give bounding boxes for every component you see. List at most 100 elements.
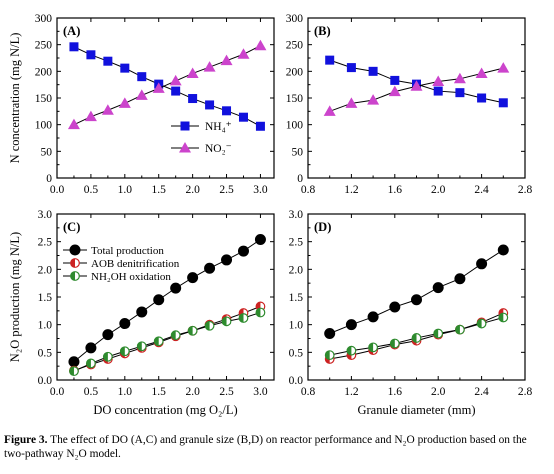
data-point-2 [368,342,379,353]
data-point-0 [389,301,401,313]
data-point-2 [221,316,232,327]
panel-label: (C) [63,220,80,234]
data-point-0 [367,311,379,323]
data-point-0 [103,56,113,66]
data-point-0 [254,233,266,245]
y-tick-label: 150 [286,93,304,105]
data-point-2-half [222,317,227,326]
y-tick-label: 250 [35,40,53,52]
x-tick-label: 3.0 [253,386,268,398]
data-point-0 [476,258,488,270]
y-tick-label: 300 [35,13,53,25]
legend-marker [179,142,191,153]
data-point-2 [136,341,147,352]
data-point-2 [476,318,487,329]
y-tick-label: 0.0 [289,375,304,387]
data-point-1 [118,97,131,108]
x-tick-label: 0.5 [84,184,99,196]
y-tick-label: 1.5 [289,292,304,304]
data-point-2-half [154,336,159,346]
legend-label: Total production [91,245,164,257]
data-point-2 [324,350,335,361]
y-tick-label: 0 [297,173,303,185]
data-point-1 [453,72,466,84]
data-point-2-half [347,346,352,355]
y-tick-label: 1.0 [289,320,304,332]
data-point-0 [325,55,335,65]
data-point-1 [475,67,488,78]
data-point-0 [153,294,165,306]
data-point-0 [188,94,198,104]
data-point-2-half [86,359,91,368]
y-tick-label: 2.0 [289,264,304,276]
data-point-0 [346,63,356,73]
y-tick-label: 150 [35,93,53,105]
data-point-2 [170,330,181,341]
x-tick-label: 0.8 [301,386,316,398]
data-point-1 [186,67,199,78]
y-tick-label: 300 [286,13,304,25]
data-point-1 [135,89,148,100]
y-tick-label: 200 [286,66,304,78]
data-point-2 [204,320,215,331]
panel-c: 0.0 0.5 1.0 1.5 2.0 2.5 3.0 0.0 0.5 1.0 1.5 2.0 2.5 3… [8,209,275,417]
panel-b: 0.8 1.2 1.6 2.0 2.4 2.8 0 50 100 150 200 250 300 (B) [286,13,533,196]
data-point-2-half [256,308,261,317]
data-point-1 [101,104,114,115]
data-point-1 [367,94,380,105]
data-point-2-half [325,350,330,360]
data-point-0 [237,245,249,257]
data-point-0 [454,273,466,285]
x-tick-label: 1.6 [388,184,403,196]
x-tick-label: 1.6 [388,386,403,398]
figure-panels: 0.0 0.5 1.0 1.5 2.0 2.5 3.0 0 50 100 150 200 250 300 (… [8,13,533,417]
y-tick-label: 0 [46,173,52,185]
data-point-2 [455,324,465,335]
data-point-1 [84,110,97,122]
data-point-2 [411,333,422,343]
legend-label: NH₂OH oxidation [91,271,171,283]
plot-frame [56,17,275,179]
data-point-2 [102,351,113,362]
legend-marker [70,258,80,268]
data-point-2 [119,346,130,357]
data-point-1 [152,82,165,93]
data-point-0 [187,272,199,284]
data-point-0 [205,100,215,110]
data-point-0 [85,342,97,354]
x-axis-label: Granule diameter (mm) [357,403,475,417]
x-tick-label: 1.5 [152,184,167,196]
plot-frame [307,17,526,179]
series-line-2 [73,312,261,372]
data-point-0 [170,282,182,294]
legend-marker-half [70,258,75,268]
x-tick-label: 2.8 [518,386,533,398]
data-point-2-half [477,319,482,328]
y-tick-label: 2.0 [38,264,53,276]
x-tick-label: 2.4 [474,386,489,398]
data-point-1 [203,61,216,72]
y-tick-label: 1.0 [38,320,53,332]
data-point-0 [136,306,148,318]
y-tick-label: 2.5 [289,237,304,249]
data-point-1 [345,97,358,108]
plot-frame [307,213,526,381]
data-point-0 [238,112,248,122]
data-point-1 [497,62,510,73]
y-axis-label: N₂O production (mg N/L) [8,232,22,362]
data-point-1 [220,54,233,66]
data-point-0 [171,86,181,96]
panel-d: 0.8 1.2 1.6 2.0 2.4 2.8 0.0 0.5 1.0 1.5 2.0 2.5 3.0 (… [289,209,533,417]
legend-label: AOB denitrification [91,258,180,270]
data-point-1 [67,118,80,130]
data-point-2 [69,366,79,377]
legend-label: NH₄⁺ [205,121,232,133]
data-point-2-half [137,341,142,351]
data-point-1 [323,105,336,116]
x-tick-label: 1.2 [344,386,359,398]
y-tick-label: 100 [35,120,53,132]
caption-text: The effect of DO (A,C) and granule size … [4,434,527,460]
x-tick-label: 0.0 [50,386,65,398]
panel-label: (A) [63,24,80,38]
data-point-2 [389,338,400,349]
